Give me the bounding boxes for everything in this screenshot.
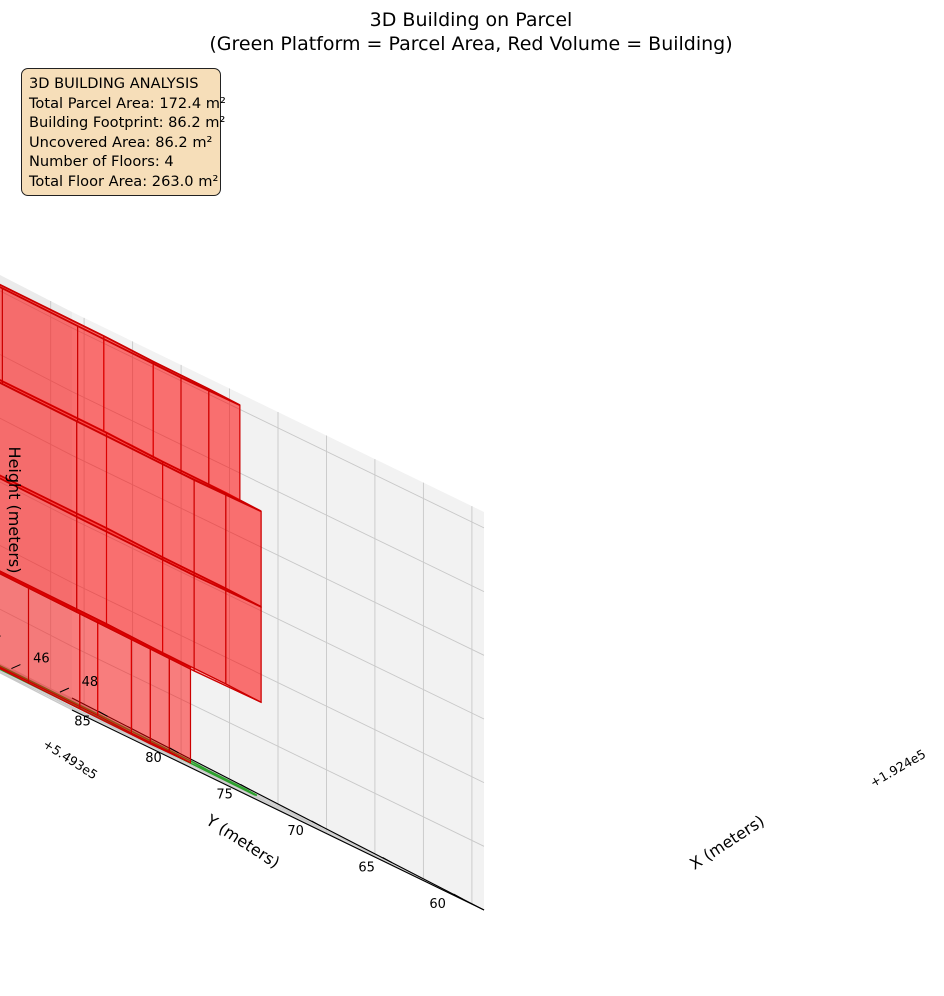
- building-floor-outline: [0, 570, 262, 703]
- x-axis-line: [71, 709, 485, 911]
- info-box-title: 3D BUILDING ANALYSIS: [29, 75, 199, 92]
- x-tick-mark: [59, 687, 70, 693]
- z-axis-label: Height (meters): [5, 447, 24, 574]
- info-uncovered-area: Uncovered Area: 86.2 m²: [29, 133, 213, 151]
- building-floor-outline: [0, 666, 191, 764]
- z-gridline: [0, 290, 485, 529]
- y-tick-label: 75: [216, 787, 233, 802]
- y-gridline: [0, 671, 392, 863]
- y-tick-label: 85: [74, 714, 91, 729]
- y-tick-mark: [98, 710, 108, 717]
- building-roof: [0, 283, 241, 407]
- z-gridline: [0, 545, 485, 784]
- info-number-of-floors: Number of Floors: 4: [29, 153, 174, 171]
- chart-subtitle: (Green Platform = Parcel Area, Red Volum…: [209, 33, 732, 55]
- y-tick-label: 70: [287, 824, 304, 839]
- x-tick-label: 48: [82, 675, 99, 690]
- x-tick-label: 46: [33, 652, 50, 667]
- building-floor-outline: [0, 474, 262, 608]
- analysis-info-box: 3D BUILDING ANALYSIS Total Parcel Area: …: [21, 68, 226, 196]
- y-offset-label: +5.493e5: [40, 736, 100, 782]
- building-wall: [225, 587, 262, 704]
- x-offset-label: +1.924e5: [867, 746, 928, 790]
- info-total-floor-area: Total Floor Area: 263.0 m²: [29, 172, 219, 190]
- y-tick-label: 60: [429, 897, 446, 912]
- x-tick-label: 44: [0, 628, 1, 643]
- info-building-footprint: Building Footprint: 86.2 m²: [29, 114, 226, 132]
- building-wall: [168, 655, 192, 764]
- building-wall: [208, 388, 241, 502]
- y-tick-mark: [453, 893, 463, 900]
- z-gridline: [0, 481, 485, 720]
- building-floor: [0, 283, 241, 502]
- building-floor-outline: [0, 379, 241, 502]
- z-gridline: [0, 354, 485, 593]
- z-gridline: [0, 417, 485, 656]
- y-tick-label: 80: [145, 751, 162, 766]
- z-gridline: [0, 608, 485, 847]
- building-floor: [0, 570, 192, 764]
- y-axis-label: Y (meters): [202, 810, 283, 872]
- y-axis-line: [71, 697, 485, 911]
- y-tick-mark: [311, 820, 321, 827]
- building-wall: [0, 474, 108, 625]
- y-tick-mark: [382, 857, 392, 863]
- x-axis-label: X (meters): [686, 811, 768, 873]
- building-wall: [0, 379, 108, 529]
- y-tick-mark: [240, 783, 250, 790]
- y-tick-mark: [169, 747, 179, 754]
- chart-title: 3D Building on Parcel: [370, 9, 573, 31]
- building-wall: [225, 491, 262, 608]
- info-parcel-area: Total Parcel Area: 172.4 m²: [29, 94, 226, 112]
- y-tick-label: 65: [358, 860, 375, 875]
- x-tick-mark: [11, 664, 21, 670]
